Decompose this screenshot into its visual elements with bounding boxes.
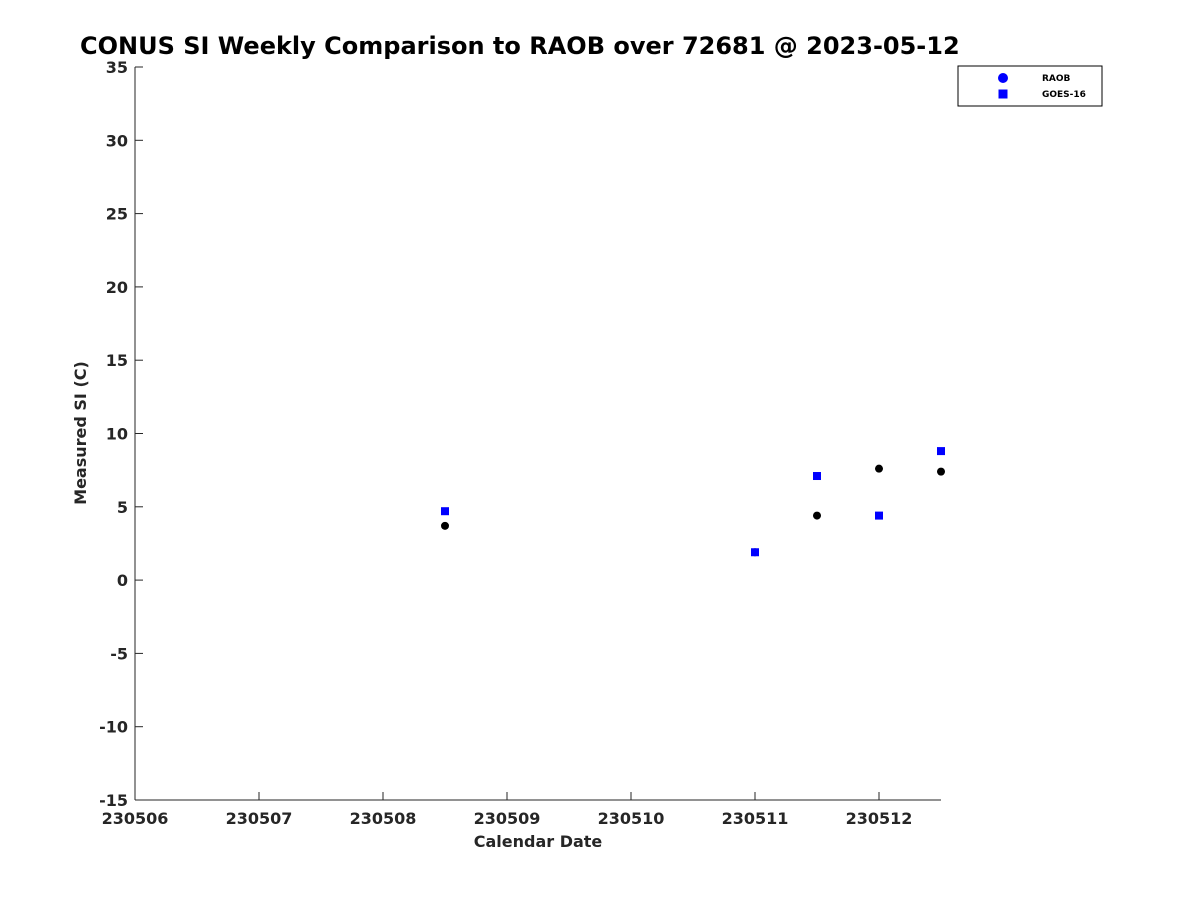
y-tick-label: 0: [117, 571, 128, 590]
y-tick-label: 35: [106, 58, 128, 77]
y-tick-label: -5: [110, 644, 128, 663]
legend-label-goes-16: GOES-16: [1042, 90, 1086, 100]
x-tick-label: 230506: [102, 809, 169, 828]
x-tick-label: 230510: [598, 809, 665, 828]
y-tick-label: -15: [99, 791, 128, 810]
legend-box: [957, 65, 1103, 107]
legend-marker-goes-16: [998, 89, 1008, 99]
legend: RAOB GOES-16: [957, 65, 1103, 107]
data-point-goes-16: [813, 472, 821, 481]
y-tick-label: -10: [99, 718, 128, 737]
x-axis-ticks: 230506 230507 230508 230509 230510 230511 2305…: [102, 792, 913, 828]
y-tick-label: 5: [117, 498, 128, 517]
data-point-goes-16: [937, 447, 945, 456]
x-tick-label: 230507: [226, 809, 293, 828]
data-point-raob: [875, 464, 883, 473]
data-point-raob: [813, 511, 821, 520]
data-point-goes-16: [441, 507, 449, 516]
y-tick-label: 25: [106, 205, 128, 224]
y-tick-label: 20: [106, 278, 128, 297]
y-tick-label: 30: [106, 131, 128, 150]
y-axis-ticks: -15 -10 -5 0 5 10 15 20 25 30 35: [99, 58, 143, 810]
x-tick-label: 230508: [350, 809, 417, 828]
y-tick-label: 10: [106, 425, 128, 444]
x-axis-label: Calendar Date: [474, 832, 603, 851]
legend-label-raob: RAOB: [1042, 74, 1071, 84]
data-point-goes-16: [875, 511, 883, 520]
data-point-goes-16: [751, 548, 759, 557]
x-tick-label: 230512: [846, 809, 913, 828]
data-point-raob: [441, 521, 449, 530]
data-point-raob: [937, 467, 945, 476]
legend-marker-raob: [998, 73, 1008, 83]
y-axis-label: Measured SI (C): [71, 361, 90, 505]
data-points: [441, 447, 945, 557]
x-tick-label: 230511: [722, 809, 789, 828]
y-tick-label: 15: [106, 351, 128, 370]
chart-title: CONUS SI Weekly Comparison to RAOB over …: [80, 32, 960, 60]
x-tick-label: 230509: [474, 809, 541, 828]
